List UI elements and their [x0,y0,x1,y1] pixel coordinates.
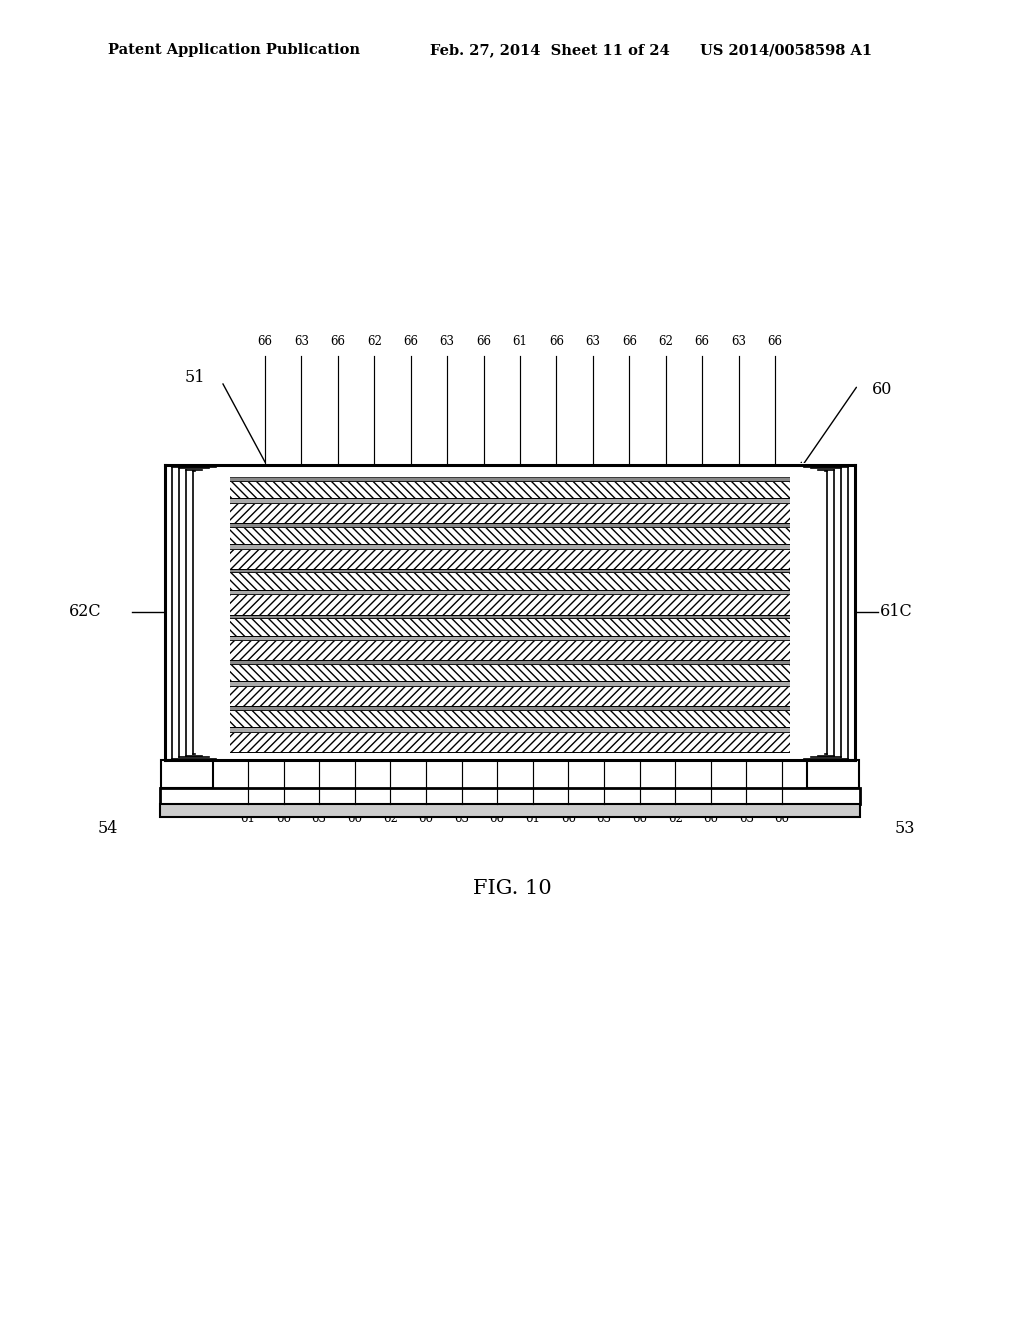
Text: 66: 66 [774,812,790,825]
Polygon shape [228,640,792,660]
Text: Patent Application Publication: Patent Application Publication [108,44,360,57]
Polygon shape [228,710,792,727]
Polygon shape [228,544,792,549]
Polygon shape [228,498,792,503]
Text: 63: 63 [597,812,611,825]
Text: 66: 66 [331,335,345,348]
Polygon shape [228,480,792,498]
Text: 66: 66 [276,812,291,825]
Polygon shape [228,523,792,527]
Polygon shape [228,636,792,640]
Text: 66: 66 [561,812,575,825]
Text: Feb. 27, 2014  Sheet 11 of 24: Feb. 27, 2014 Sheet 11 of 24 [430,44,670,57]
Polygon shape [790,463,857,762]
Polygon shape [228,664,792,681]
Polygon shape [228,706,792,710]
Text: 63: 63 [731,335,746,348]
Text: 63: 63 [439,335,455,348]
Text: 63: 63 [739,812,754,825]
Text: 66: 66 [257,335,272,348]
Text: 66: 66 [622,335,637,348]
Polygon shape [228,660,792,664]
Text: FIG. 10: FIG. 10 [473,879,551,898]
Polygon shape [228,731,792,752]
Polygon shape [228,569,792,573]
Text: 51: 51 [184,370,205,387]
Polygon shape [228,615,792,618]
Text: 61: 61 [241,812,255,825]
Text: 66: 66 [419,812,433,825]
Text: 63: 63 [454,812,469,825]
Polygon shape [228,573,792,590]
Polygon shape [228,727,792,731]
Text: 66: 66 [347,812,362,825]
Text: 62: 62 [668,812,683,825]
Text: 63: 63 [586,335,600,348]
Polygon shape [161,760,213,788]
Text: 61: 61 [513,335,527,348]
Polygon shape [228,527,792,544]
Polygon shape [228,549,792,569]
Text: 66: 66 [476,335,492,348]
Text: 61C: 61C [880,603,912,620]
Text: 66: 66 [489,812,505,825]
Polygon shape [228,594,792,615]
Text: 60: 60 [872,381,892,399]
Polygon shape [228,590,792,594]
Text: 63: 63 [294,335,309,348]
Polygon shape [160,788,860,804]
Polygon shape [228,477,792,480]
Text: US 2014/0058598 A1: US 2014/0058598 A1 [700,44,872,57]
Text: 53: 53 [895,820,915,837]
Text: 66: 66 [768,335,782,348]
Text: 62: 62 [367,335,382,348]
Text: 62C: 62C [70,603,102,620]
Text: 66: 66 [703,812,718,825]
Polygon shape [228,618,792,636]
Text: 61: 61 [525,812,541,825]
Text: 66: 66 [632,812,647,825]
Polygon shape [163,463,230,762]
Polygon shape [228,503,792,523]
Text: 66: 66 [403,335,418,348]
Text: 62: 62 [383,812,398,825]
Text: 66: 66 [549,335,564,348]
Polygon shape [807,760,859,788]
Polygon shape [160,804,860,817]
Polygon shape [228,686,792,706]
Polygon shape [228,681,792,686]
Text: 62: 62 [658,335,673,348]
Text: 66: 66 [694,335,710,348]
Text: 63: 63 [311,812,327,825]
Text: 54: 54 [98,820,118,837]
